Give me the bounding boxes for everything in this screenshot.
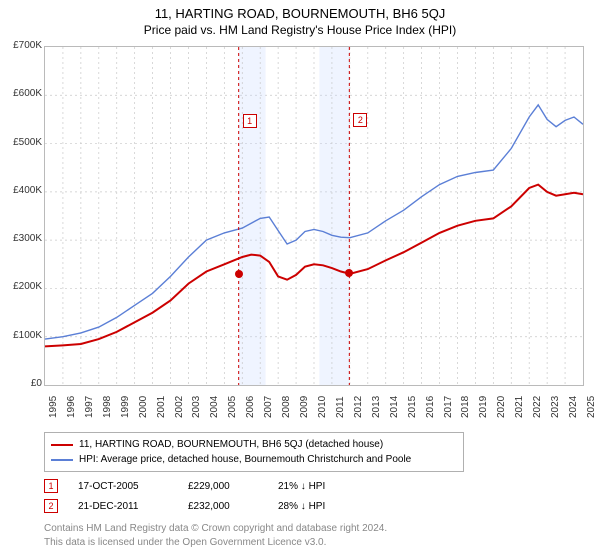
legend-item: 11, HARTING ROAD, BOURNEMOUTH, BH6 5QJ (…	[51, 437, 457, 452]
x-tick-label: 2019	[478, 396, 489, 418]
transaction-marker: 1	[44, 479, 58, 493]
y-tick-label: £0	[0, 378, 42, 389]
x-tick-label: 2023	[550, 396, 561, 418]
x-tick-label: 2010	[317, 396, 328, 418]
transaction-row: 2 21-DEC-2011£232,00028% ↓ HPI	[44, 496, 418, 516]
y-tick-label: £300K	[0, 233, 42, 244]
x-tick-label: 2009	[299, 396, 310, 418]
y-tick-label: £200K	[0, 281, 42, 292]
footer-line-2: This data is licensed under the Open Gov…	[44, 536, 387, 550]
chart-subtitle: Price paid vs. HM Land Registry's House …	[0, 21, 600, 41]
legend-label: HPI: Average price, detached house, Bour…	[79, 452, 411, 467]
x-tick-label: 2007	[263, 396, 274, 418]
x-tick-label: 2000	[138, 396, 149, 418]
x-tick-label: 2011	[335, 396, 346, 418]
x-tick-label: 2005	[227, 396, 238, 418]
legend-label: 11, HARTING ROAD, BOURNEMOUTH, BH6 5QJ (…	[79, 437, 383, 452]
y-tick-label: £600K	[0, 88, 42, 99]
x-tick-label: 1996	[66, 396, 77, 418]
transaction-price: £229,000	[188, 481, 278, 492]
x-tick-label: 2018	[460, 396, 471, 418]
x-tick-label: 2006	[245, 396, 256, 418]
transaction-row: 1 17-OCT-2005£229,00021% ↓ HPI	[44, 476, 418, 496]
x-tick-label: 2021	[514, 396, 525, 418]
x-tick-label: 1999	[120, 396, 131, 418]
x-tick-label: 2015	[407, 396, 418, 418]
x-tick-label: 2022	[532, 396, 543, 418]
transaction-date: 17-OCT-2005	[78, 481, 188, 492]
x-tick-label: 2016	[425, 396, 436, 418]
transactions-table: 1 17-OCT-2005£229,00021% ↓ HPI 2 21-DEC-201…	[44, 476, 418, 516]
x-tick-label: 1997	[84, 396, 95, 418]
footer-line-1: Contains HM Land Registry data © Crown c…	[44, 522, 387, 536]
plot-area: 12	[44, 46, 584, 386]
y-tick-label: £100K	[0, 330, 42, 341]
legend-swatch	[51, 444, 73, 446]
legend-swatch	[51, 459, 73, 461]
transaction-price: £232,000	[188, 501, 278, 512]
legend: 11, HARTING ROAD, BOURNEMOUTH, BH6 5QJ (…	[44, 432, 464, 472]
x-tick-label: 2020	[496, 396, 507, 418]
x-tick-label: 2025	[586, 396, 597, 418]
x-tick-label: 2003	[191, 396, 202, 418]
x-tick-label: 2004	[209, 396, 220, 418]
x-tick-label: 1998	[102, 396, 113, 418]
x-tick-label: 2017	[443, 396, 454, 418]
x-tick-label: 2002	[174, 396, 185, 418]
y-tick-label: £500K	[0, 137, 42, 148]
transaction-delta: 28% ↓ HPI	[278, 501, 418, 512]
x-tick-label: 2024	[568, 396, 579, 418]
plot-svg	[45, 47, 583, 385]
x-tick-label: 2012	[353, 396, 364, 418]
y-tick-label: £400K	[0, 185, 42, 196]
chart-container: { "title": "11, HARTING ROAD, BOURNEMOUT…	[0, 0, 600, 560]
transaction-delta: 21% ↓ HPI	[278, 481, 418, 492]
x-tick-label: 1995	[48, 396, 59, 418]
x-tick-label: 2014	[389, 396, 400, 418]
x-tick-label: 2008	[281, 396, 292, 418]
y-tick-label: £700K	[0, 40, 42, 51]
x-tick-label: 2013	[371, 396, 382, 418]
footer-attribution: Contains HM Land Registry data © Crown c…	[44, 522, 387, 549]
chart-title: 11, HARTING ROAD, BOURNEMOUTH, BH6 5QJ	[0, 0, 600, 21]
transaction-marker: 2	[44, 499, 58, 513]
legend-item: HPI: Average price, detached house, Bour…	[51, 452, 457, 467]
x-tick-label: 2001	[156, 396, 167, 418]
transaction-date: 21-DEC-2011	[78, 501, 188, 512]
